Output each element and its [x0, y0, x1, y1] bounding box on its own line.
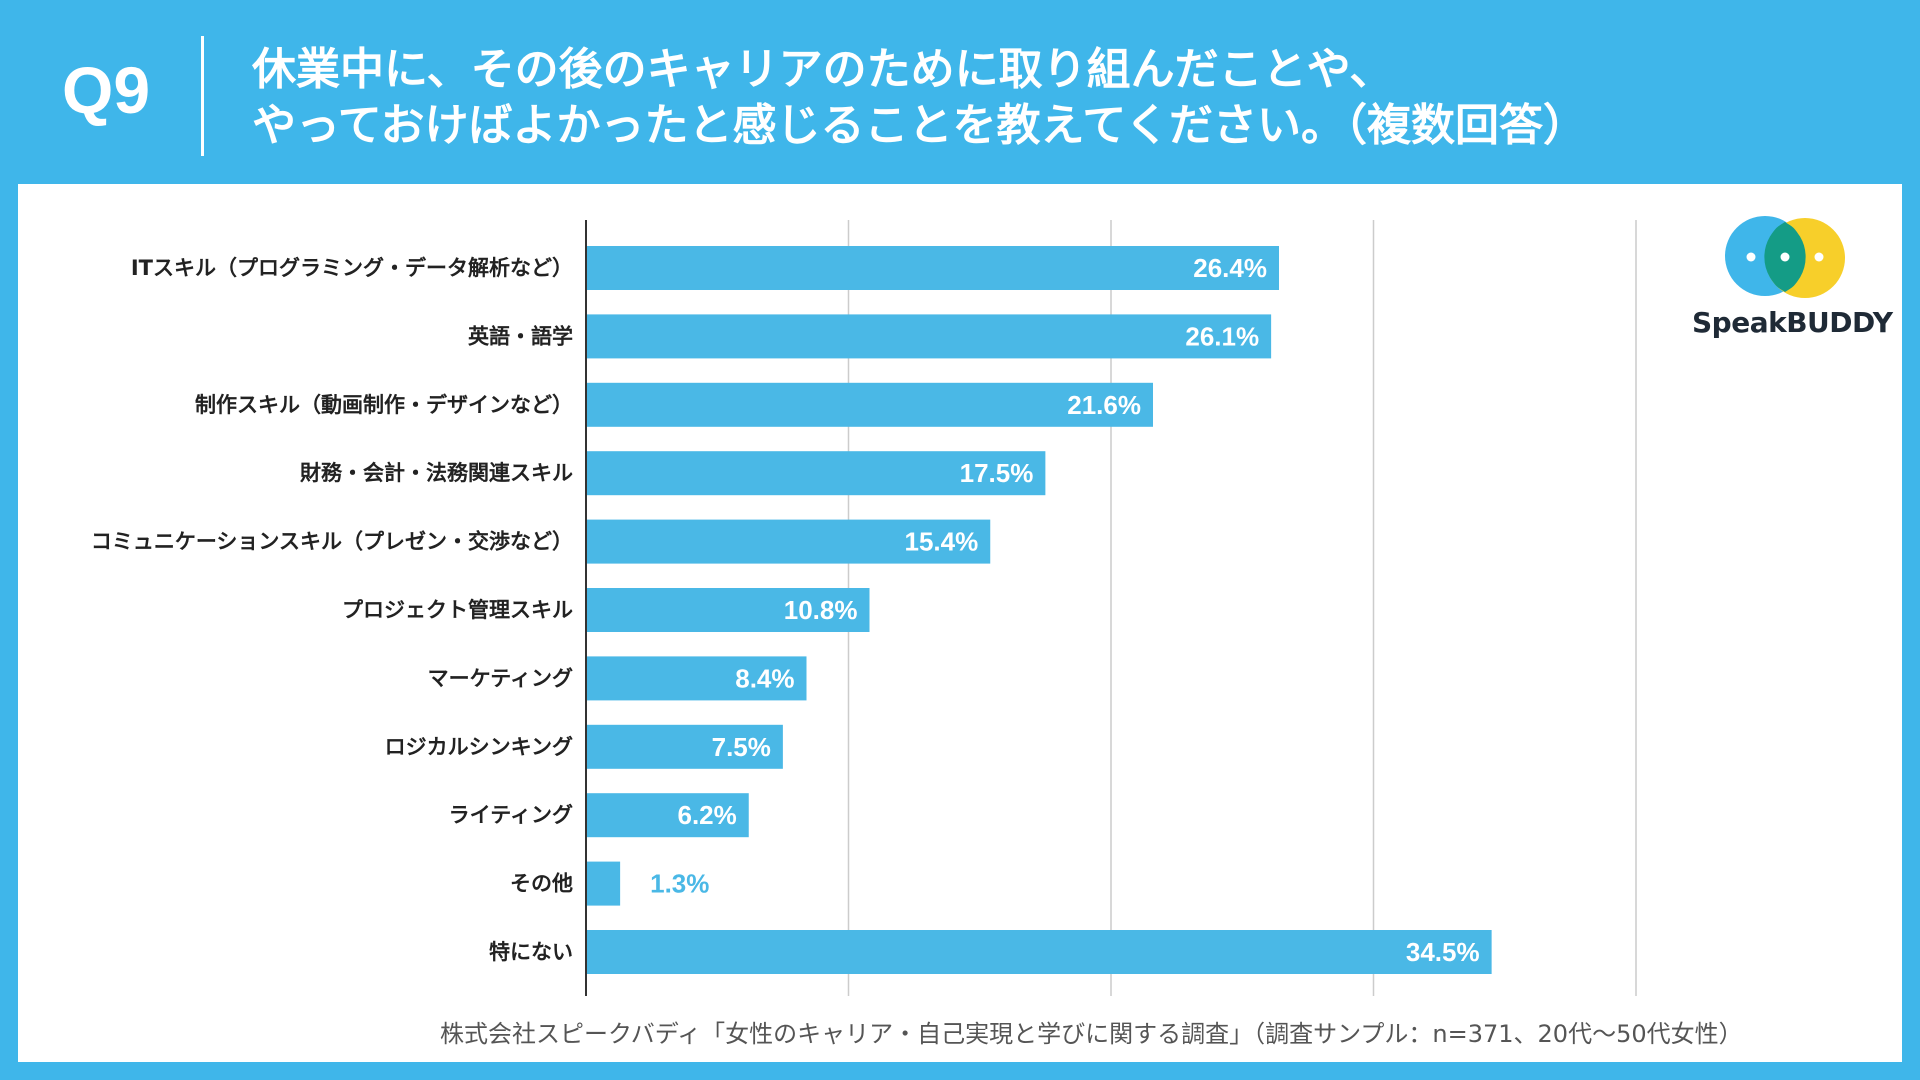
- question-title-line1: 休業中に、その後のキャリアのために取り組んだことや、: [252, 44, 1394, 95]
- category-label: ライティング: [449, 803, 573, 827]
- category-label: その他: [510, 872, 573, 896]
- source-note: 株式会社スピークバディ「女性のキャリア・自己実現と学びに関する調査」（調査サンプ…: [440, 1020, 1743, 1048]
- category-label: ロジカルシンキング: [385, 735, 573, 759]
- question-title-line2: やっておけばよかったと感じることを教えてください。（複数回答）: [252, 100, 1587, 151]
- category-label: ITスキル（プログラミング・データ解析など）: [131, 256, 573, 280]
- bar: [586, 656, 807, 701]
- value-label: 15.4%: [905, 527, 979, 557]
- category-label: コミュニケーションスキル（プレゼン・交渉など）: [91, 530, 573, 554]
- header: Q9 休業中に、その後のキャリアのために取り組んだことや、 やっておけばよかった…: [0, 0, 1920, 184]
- category-label: 財務・会計・法務関連スキル: [300, 461, 573, 485]
- question-number: Q9: [62, 53, 151, 127]
- bar: [586, 382, 1153, 427]
- category-label: 英語・語学: [468, 324, 573, 348]
- bar: [586, 451, 1046, 496]
- speakbuddy-logo-icon: [1725, 216, 1845, 298]
- value-label: 26.4%: [1193, 253, 1267, 283]
- value-label: 1.3%: [650, 869, 709, 899]
- category-label: マーケティング: [428, 666, 573, 690]
- bar: [586, 519, 991, 564]
- bar: [586, 930, 1492, 974]
- value-label: 34.5%: [1406, 937, 1480, 967]
- category-label: 特にない: [489, 940, 573, 964]
- bar: [586, 314, 1272, 359]
- value-label: 17.5%: [960, 458, 1034, 488]
- value-label: 10.8%: [784, 595, 858, 625]
- value-label: 21.6%: [1067, 390, 1141, 420]
- value-label: 26.1%: [1185, 321, 1259, 351]
- bar: [586, 588, 870, 632]
- category-label: プロジェクト管理スキル: [342, 598, 573, 622]
- header-divider: [201, 36, 204, 156]
- bar: [586, 861, 621, 906]
- value-label: 7.5%: [712, 732, 771, 762]
- bar: [586, 246, 1279, 290]
- value-label: 6.2%: [677, 800, 736, 830]
- bar: [586, 793, 749, 838]
- question-title: 休業中に、その後のキャリアのために取り組んだことや、 やっておけばよかったと感じ…: [252, 42, 1587, 154]
- value-label: 8.4%: [735, 663, 794, 693]
- speakbuddy-logo-text: SpeakBUDDY: [1692, 306, 1893, 339]
- category-label: 制作スキル（動画制作・デザインなど）: [195, 393, 573, 417]
- bar: [586, 724, 783, 769]
